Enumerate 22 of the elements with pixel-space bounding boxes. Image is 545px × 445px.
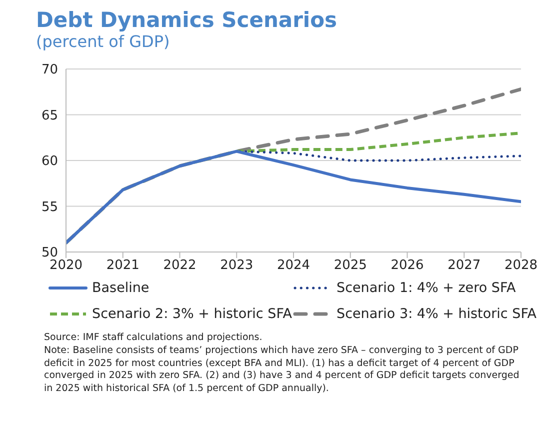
legend-label: Baseline [92,280,150,296]
x-tick-label: 2025 [334,258,367,274]
source-note: Source: IMF staff calculations and projections. [44,332,264,345]
text: Note: Baseline consists of teams’ projections which have zero SFA – converging to 3 percent of GDP deficit in 2025 for most countries (except BFA and MLI). (1) has a deficit target of 4 percent of GDP converged in 2025 with zero SFA. (2) and (3) have 3 and 4 percent of GDP deficit targets converged in 2025 with historical SFA (of 1.5 percent of GDP annually). [44,344,520,396]
x-tick-label: 2022 [163,258,196,274]
x-tick-label: 2026 [390,258,424,274]
chart-subtitle: (percent of GDP) [36,32,171,51]
legend-label: Scenario 1: 4% + zero SFA [336,280,516,296]
chart-title: Debt Dynamics Scenarios [36,8,338,32]
legend-label: Scenario 3: 4% + historic SFA [336,306,536,322]
y-tick-label: 55 [41,200,58,215]
x-tick-label: 2020 [49,258,83,274]
x-tick-label: 2028 [504,258,538,274]
y-tick-label: 65 [41,108,58,124]
x-tick-label: 2027 [448,258,481,274]
y-tick-label: 70 [41,62,58,78]
x-tick-label: 2021 [106,258,140,274]
x-tick-label: 2024 [276,258,310,274]
legend-label: Scenario 2: 3% + historic SFA [92,306,292,322]
y-tick-label: 60 [41,154,58,170]
x-tick-label: 2023 [220,258,254,274]
line-series [66,87,521,245]
